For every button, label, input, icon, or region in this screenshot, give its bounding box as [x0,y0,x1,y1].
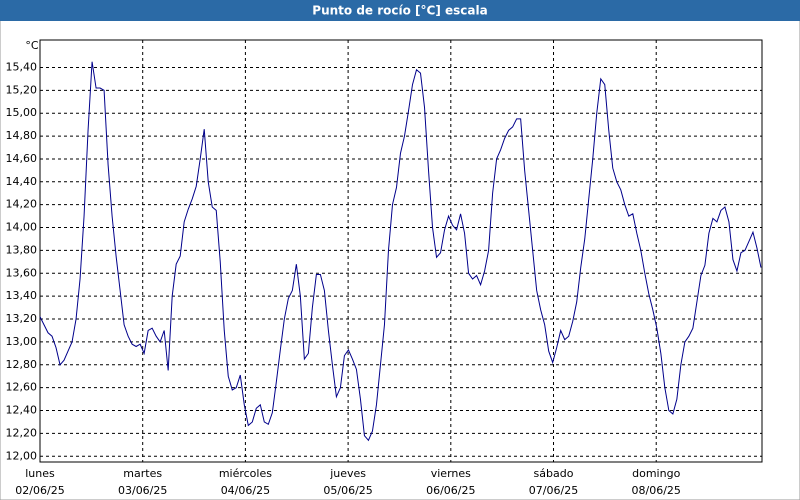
y-tick-label: 12,40 [6,404,38,417]
y-tick-label: 15,00 [6,106,38,119]
x-tick-day: miércoles [219,467,272,480]
x-tick-label: 06/06/25 [426,484,475,497]
x-tick-day: viernes [431,467,471,480]
y-tick-label: 14,60 [6,152,38,165]
y-unit: °C [25,39,39,52]
y-tick-label: 13,60 [6,266,38,279]
chart-title: Punto de rocío [°C] escala [312,4,487,18]
y-tick-label: 12,00 [6,449,38,462]
series-line [39,61,762,442]
y-tick-label: 13,80 [6,243,38,256]
y-tick-label: 15,40 [6,60,38,73]
y-tick-label: 15,20 [6,83,38,96]
x-tick-day: martes [123,467,162,480]
x-tick-label: 04/06/25 [221,484,270,497]
y-tick-label: 14,40 [6,175,38,188]
y-tick-label: 12,20 [6,426,38,439]
x-tick-day: domingo [632,467,680,480]
y-tick-label: 12,60 [6,381,38,394]
x-tick-label: 03/06/25 [118,484,167,497]
x-tick-day: lunes [25,467,55,480]
y-tick-label: 13,40 [6,289,38,302]
y-tick-label: 14,20 [6,198,38,211]
y-tick-label: 14,80 [6,129,38,142]
y-tick-label: 14,00 [6,221,38,234]
plot-area [39,39,763,463]
x-tick-label: 08/06/25 [632,484,681,497]
x-tick-label: 07/06/25 [529,484,578,497]
y-tick-label: 13,20 [6,312,38,325]
x-tick-day: sábado [534,467,574,480]
y-tick-label: 13,00 [6,335,38,348]
x-tick-label: 02/06/25 [15,484,64,497]
x-tick-day: jueves [329,467,366,480]
title-bar [0,0,800,21]
x-tick-label: 05/06/25 [323,484,372,497]
y-tick-label: 12,80 [6,358,38,371]
